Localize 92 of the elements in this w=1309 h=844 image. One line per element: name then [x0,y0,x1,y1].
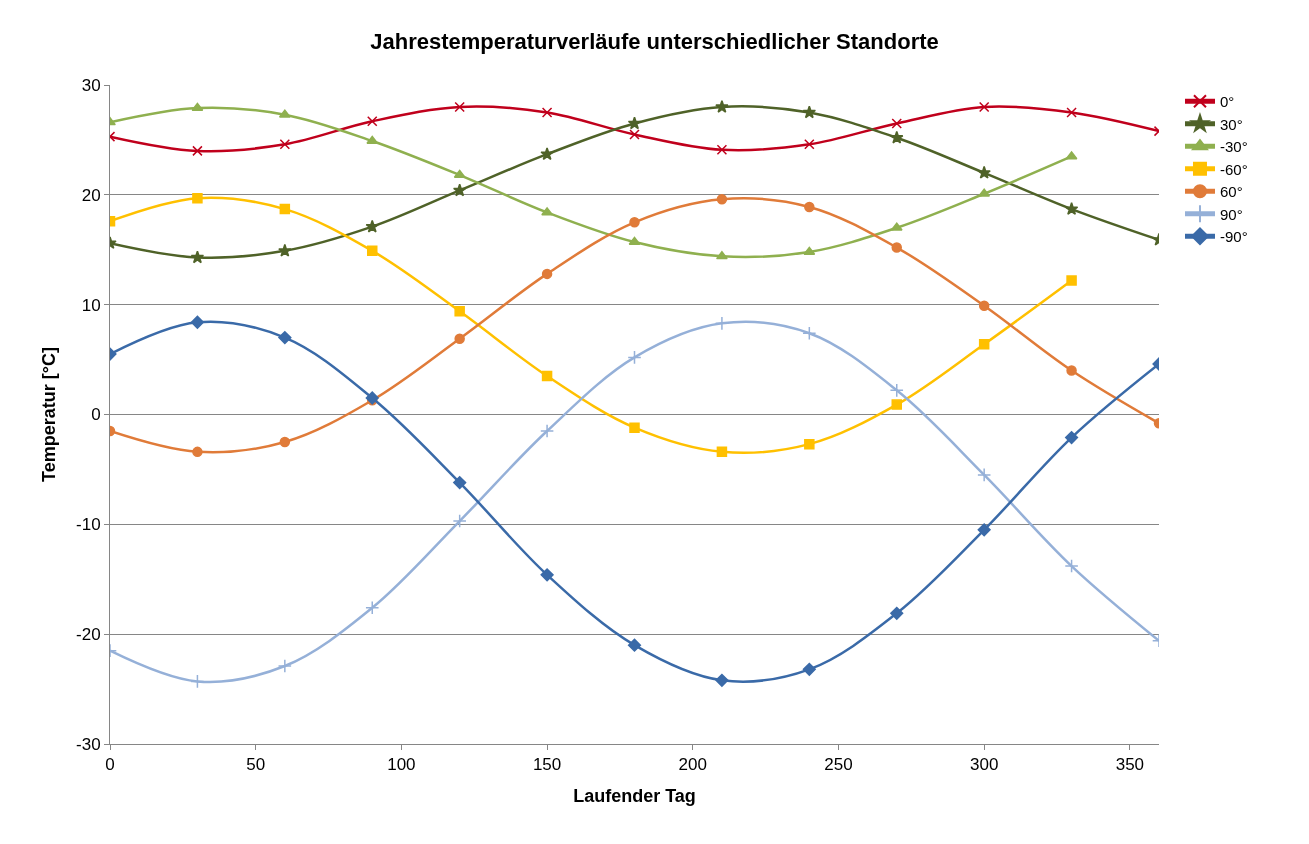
legend-label: 90° [1219,205,1243,223]
point [1064,559,1079,574]
point [802,662,816,676]
point [541,370,553,382]
point [627,638,642,652]
legend-label: 0° [1219,93,1235,111]
point [1066,365,1077,376]
point [627,350,642,365]
point [453,476,467,490]
y-tick-label: -20 [76,625,101,645]
point [192,145,203,157]
point [891,118,902,129]
point [279,139,291,150]
point [977,523,991,537]
point [1064,430,1079,445]
point [192,446,203,458]
y-tick-label: -30 [76,734,101,754]
point [278,243,292,257]
point [452,513,467,529]
point [192,192,203,204]
point [802,326,817,341]
point [1066,107,1077,118]
x-tick-label: 0 [105,755,115,775]
point [715,673,729,687]
x-axis-title: Laufender Tag [573,785,696,806]
x-tick-label: 150 [532,755,562,775]
x-tick-label: 350 [1115,755,1145,775]
point [804,139,815,150]
legend-label: -30° [1219,138,1248,156]
point [191,102,204,112]
point [804,201,815,213]
point [540,147,554,161]
point [889,383,904,398]
point [716,144,728,156]
point [454,306,465,317]
chart-title: Jahrestemperaturverläufe unterschiedlicher Standorte [370,29,939,55]
legend-label: -90° [1219,228,1248,246]
point [541,107,553,118]
y-axis-title: Temperatur [°C] [39,347,60,482]
point [190,315,205,329]
point [365,600,380,615]
point [454,333,465,344]
point [978,300,990,312]
x-tick-label: 100 [387,755,416,775]
y-tick-label: 0 [91,405,101,425]
legend-label: -60° [1219,160,1248,178]
y-tick-label: 30 [81,75,101,95]
point [629,217,640,228]
point [278,331,292,345]
point [891,242,902,253]
point [978,101,990,113]
point [629,422,640,433]
y-tick-label: 10 [81,295,101,315]
point [541,268,553,280]
x-tick-label: 50 [246,755,266,775]
point [540,568,554,582]
x-tick-label: 250 [824,755,853,775]
point [890,606,904,620]
point [279,436,291,448]
point [366,135,379,145]
point [628,236,641,246]
point [540,423,555,439]
point [190,250,205,264]
point [627,116,642,130]
point [1066,275,1077,286]
point [190,674,205,689]
legend-label: 30° [1219,115,1243,133]
point [804,438,815,450]
point [891,399,902,410]
point [715,99,729,113]
x-tick-label: 300 [969,755,999,775]
point [977,165,991,179]
point [629,129,640,140]
point [802,105,817,119]
point [1064,202,1079,215]
point [977,467,992,482]
point [453,169,466,179]
point [367,245,378,257]
point [367,116,378,127]
y-tick-label: -10 [76,515,101,535]
point [452,183,467,197]
point [890,130,904,144]
y-tick-label: 20 [81,185,101,205]
point [454,101,465,113]
point [277,658,292,674]
point [978,338,990,350]
point [716,446,728,458]
point [716,193,728,205]
point [279,203,291,215]
x-tick-label: 200 [678,755,707,775]
point [365,219,379,233]
legend-label: 60° [1219,183,1243,201]
